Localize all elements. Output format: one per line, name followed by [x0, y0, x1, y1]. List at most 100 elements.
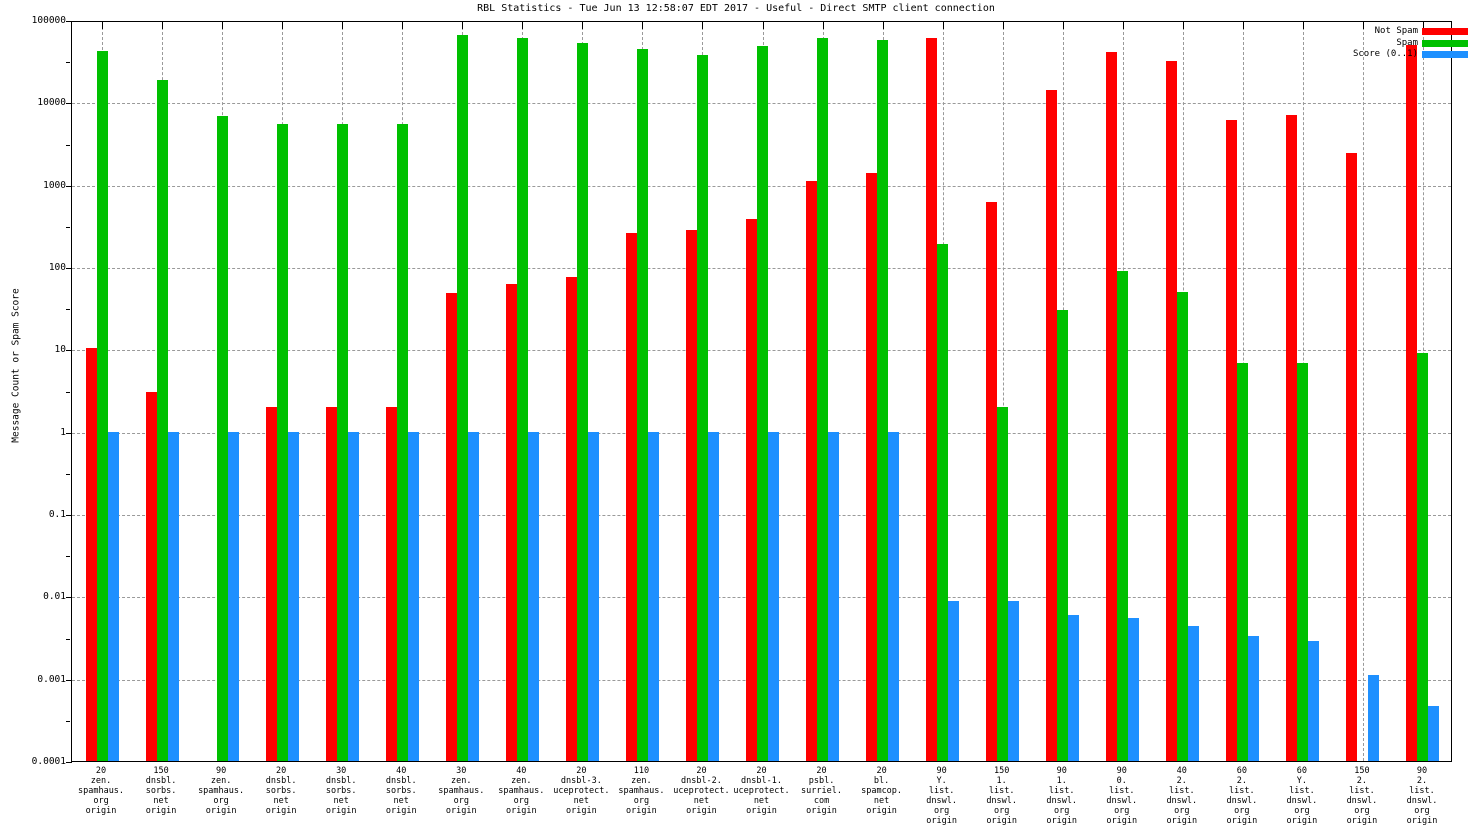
bar-r — [325, 406, 337, 761]
y-axis-tick-mark — [66, 762, 72, 763]
y-axis-tick-label: 1000 — [43, 179, 66, 191]
bar-r — [1106, 51, 1118, 761]
x-axis-tick-mark — [522, 22, 524, 29]
bar-r — [265, 406, 277, 761]
bar-r — [625, 232, 637, 761]
bar-g — [516, 37, 528, 761]
x-axis-tick-label: 20 zen. spamhaus. org origin — [77, 766, 125, 816]
bar-group — [685, 22, 719, 761]
bar-g — [336, 124, 348, 761]
bar-b — [1248, 635, 1260, 761]
bar-group — [1346, 22, 1380, 761]
y-axis-tick-label: 0.0001 — [31, 756, 66, 767]
x-axis-tick-mark — [162, 22, 164, 29]
bar-group — [625, 22, 659, 761]
y-axis-tick-label: 0.01 — [43, 591, 66, 603]
bar-b — [1068, 614, 1080, 761]
bar-b — [1128, 617, 1140, 761]
bar-group — [926, 22, 960, 761]
x-axis-tick-label: 110 zen. spamhaus. org origin — [618, 766, 665, 816]
bar-r — [1346, 152, 1358, 761]
x-axis-tick-mark — [282, 22, 284, 29]
y-axis-minor-tick — [66, 309, 70, 311]
bar-group — [445, 22, 479, 761]
bar-b — [467, 431, 479, 761]
y-axis-tick-mark — [66, 515, 72, 516]
x-axis-tick-label: 40 zen. spamhaus. org origin — [498, 766, 545, 816]
bar-r — [1406, 44, 1418, 761]
bar-r — [1046, 90, 1058, 761]
y-axis-minor-tick — [66, 62, 70, 64]
y-axis-minor-tick — [66, 226, 70, 228]
bar-r — [565, 277, 577, 761]
x-axis-tick-label: 20 dnsbl-2. uceprotect. net origin — [673, 766, 730, 816]
y-axis-minor-tick — [66, 473, 70, 475]
bar-b — [1428, 705, 1440, 761]
bar-b — [347, 431, 359, 761]
legend-swatch — [1422, 51, 1468, 59]
bar-g — [1057, 310, 1069, 761]
legend-item: Score (0..1) — [1353, 49, 1468, 61]
x-axis-tick-label: 20 bl. spamcop. net origin — [861, 766, 903, 816]
y-axis-tick-mark — [66, 103, 72, 105]
bar-b — [287, 431, 299, 761]
y-axis-tick-mark — [66, 350, 72, 352]
bar-r — [746, 219, 757, 761]
bar-r — [986, 201, 998, 761]
bar-b — [1308, 640, 1320, 761]
y-axis-tick-mark — [66, 268, 72, 269]
x-axis-tick-label: 90 zen. spamhaus. org origin — [198, 766, 245, 816]
bar-group — [1046, 22, 1080, 761]
y-axis-tick-label: 10 — [54, 344, 66, 356]
bar-group — [206, 22, 239, 761]
x-axis-tick-label: 150 2. list. dnswl. org origin — [1346, 766, 1378, 826]
x-axis-tick-mark — [1122, 22, 1124, 29]
bar-g — [576, 42, 588, 761]
legend-item: Not Spam — [1353, 26, 1468, 38]
x-axis-tick-mark — [1302, 22, 1304, 29]
vertical-gridline — [1362, 22, 1364, 761]
bar-r — [1166, 60, 1178, 761]
bar-r — [1286, 115, 1298, 761]
y-axis-tick-mark — [66, 597, 72, 599]
bar-g — [997, 406, 1009, 761]
chart-title: RBL Statistics - Tue Jun 13 12:58:07 EDT… — [477, 3, 995, 14]
bar-group — [85, 22, 119, 761]
legend-swatch — [1422, 28, 1468, 36]
x-axis-tick-mark — [642, 22, 644, 29]
x-axis-tick-label: 30 dnsbl. sorbs. net origin — [325, 766, 357, 816]
bar-g — [757, 45, 768, 761]
x-axis-tick-mark — [882, 22, 884, 29]
bar-g — [1237, 363, 1249, 761]
bar-r — [145, 392, 157, 761]
bar-group — [1166, 22, 1200, 761]
x-axis-tick-mark — [342, 22, 344, 29]
bar-g — [817, 38, 829, 761]
bar-group — [385, 22, 419, 761]
bar-b — [107, 431, 119, 761]
y-axis-tick-label: 100 — [48, 262, 66, 273]
y-axis-minor-tick — [66, 391, 70, 393]
bar-group — [806, 22, 840, 761]
bar-r — [385, 406, 397, 761]
x-axis-tick-label: 60 Y. list. dnswl. org origin — [1286, 766, 1318, 826]
bar-r — [445, 293, 457, 761]
x-axis-tick-label: 30 zen. spamhaus. org origin — [438, 766, 485, 816]
y-axis-tick-label: 1 — [60, 426, 66, 438]
bar-group — [1106, 22, 1140, 761]
bar-group — [565, 22, 599, 761]
bar-r — [505, 283, 517, 761]
x-axis-tick-mark — [822, 22, 824, 29]
bar-g — [1417, 353, 1429, 761]
bar-b — [1368, 675, 1380, 761]
x-axis-tick-mark — [702, 22, 704, 29]
x-axis-tick-mark — [762, 22, 764, 29]
vertical-gridline — [1002, 22, 1004, 761]
y-axis-minor-tick — [66, 556, 70, 558]
bar-group — [325, 22, 359, 761]
y-axis-tick-mark — [66, 185, 72, 187]
bar-b — [167, 431, 179, 761]
bar-b — [407, 431, 419, 761]
bar-r — [1226, 120, 1238, 761]
